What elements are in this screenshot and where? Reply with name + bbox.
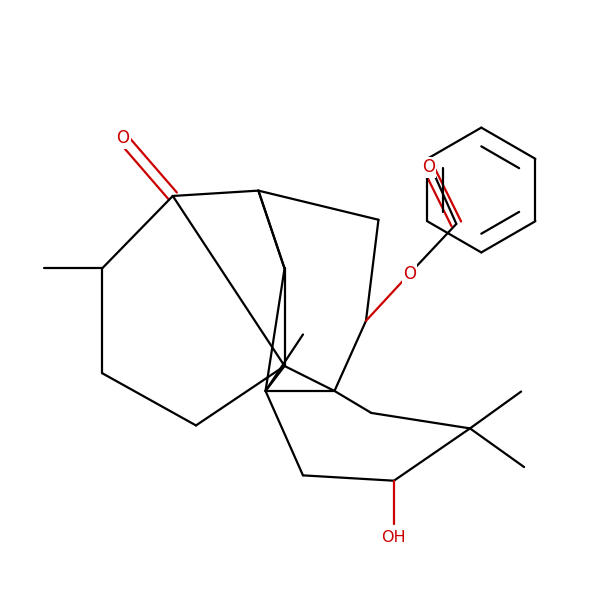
Text: O: O xyxy=(116,130,130,148)
Text: OH: OH xyxy=(382,530,406,545)
Text: O: O xyxy=(403,265,416,283)
Text: O: O xyxy=(422,158,435,176)
